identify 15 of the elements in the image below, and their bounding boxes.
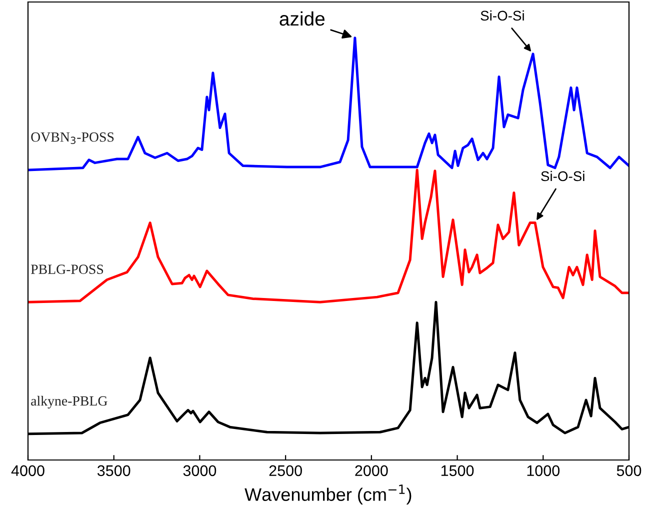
x-tick-label: 500 xyxy=(616,465,642,476)
x-tick-label: 3000 xyxy=(183,465,216,476)
x-axis-title: Wavenumber (cm$^{−1}$) xyxy=(244,484,412,505)
series-label: alkyne-PBLG xyxy=(31,396,108,408)
annotation: azide xyxy=(280,11,325,26)
x-tick-label: 2000 xyxy=(355,465,388,476)
x-tick-label: 1000 xyxy=(527,465,560,476)
x-tick-label: 2500 xyxy=(269,465,302,476)
x-tick-label: 4000 xyxy=(11,465,44,476)
x-tick-label: 1500 xyxy=(441,465,474,476)
annotation: Si-O-Si xyxy=(541,170,584,182)
x-tick-label: 3500 xyxy=(97,465,130,476)
series-label: OVBN$_{3}$-POSS xyxy=(31,132,114,144)
annotation: Si-O-Si xyxy=(480,10,524,21)
series-label: PBLG-POSS xyxy=(30,264,104,274)
